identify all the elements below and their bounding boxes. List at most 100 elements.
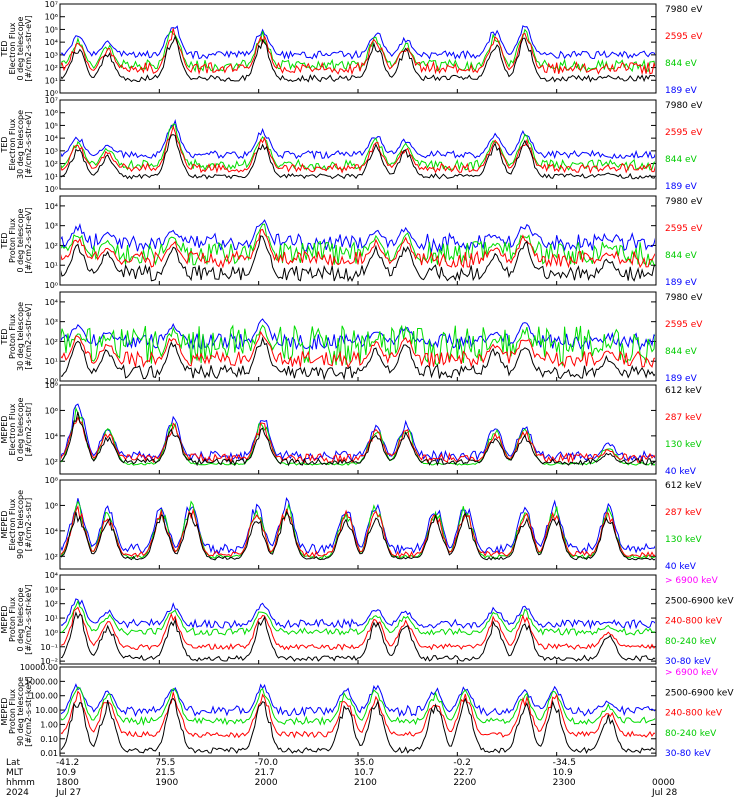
y-axis-label-line: 0 deg telescope — [16, 587, 25, 651]
y-tick-label: 10⁴ — [45, 571, 58, 580]
y-axis-label-line: [#/cm2-s-str-eV] — [24, 207, 33, 273]
y-tick-label: 10⁴ — [45, 298, 58, 307]
series-trace-black — [61, 34, 655, 83]
chart-panel-4: 10⁰ 10¹ 10² 10³ 10⁴ TED Proton Flux 30 deg tele… — [0, 291, 703, 386]
chart-panel-1: 10⁰ 10¹ 10² 10³ 10⁴ 10⁵ 10⁶ 10⁷ TED Electron Flux… — [0, 0, 703, 98]
series-trace-red — [61, 124, 655, 174]
legend-label-2: 844 eV — [665, 347, 698, 357]
y-axis-label-line: Electron Flux — [8, 403, 17, 455]
y-tick-label: 10⁶ — [45, 13, 58, 22]
x-tick-hhmm: 2200 — [453, 778, 476, 788]
series-trace-blue — [61, 318, 655, 351]
y-axis-label-line: 0 deg telescope — [16, 16, 25, 80]
y-axis-label-line: Proton Flux — [8, 597, 17, 642]
y-axis-label-line: 30 deg telescope — [16, 302, 25, 371]
chart-panel-6: 10² 10⁴ 10⁶ 10⁸ MEPED Electron Flux 90 deg tel… — [0, 476, 702, 572]
x-row-label: hhmm — [6, 778, 35, 788]
y-axis-label-line: [#/cm2-s-str-keV] — [24, 584, 33, 655]
legend-label-1: 2500-6900 keV — [665, 596, 734, 606]
chart-panel-7: 10⁻² 10⁻¹ 10⁰ 10¹ 10² 10³ 10⁴ MEPED Proton Flux 0… — [0, 571, 734, 667]
series-trace-blue — [61, 119, 655, 160]
legend-label-3: 189 eV — [665, 182, 698, 192]
y-tick-label: 0.01 — [40, 749, 58, 758]
y-tick-label: 10³ — [45, 585, 58, 594]
x-tick-mlt: 21.5 — [155, 768, 175, 778]
legend-label-0: 612 keV — [665, 386, 702, 396]
x-tick-mlt: 21.7 — [255, 768, 275, 778]
chart-panel-5: 10² 10⁴ 10⁶ 10⁸ MEPED Electron Flux 0 deg tele… — [0, 381, 702, 477]
y-tick-label: 10⁷ — [45, 96, 58, 105]
y-tick-label: 10¹ — [45, 357, 58, 366]
series-trace-red — [61, 606, 655, 651]
y-tick-label: 10⁰ — [45, 628, 58, 637]
chart-panel-3: 10⁰ 10¹ 10² 10³ 10⁴ TED Proton Flux 0 deg teles… — [0, 195, 703, 290]
x-tick-hhmm: 0000 — [652, 778, 675, 788]
series-trace-black — [61, 611, 655, 662]
legend-label-2: 844 eV — [665, 59, 698, 69]
chart-panel-8: 0.01 0.10 1.00 10.00 100.00 1000.00 10000.00 ME… — [0, 663, 734, 759]
series-trace-green — [61, 123, 655, 172]
y-tick-label: 10000.00 — [20, 663, 58, 672]
x-tick-mlt: 10.7 — [354, 768, 374, 778]
y-tick-label: 100.00 — [30, 692, 58, 701]
legend-label-1: 2595 eV — [665, 320, 703, 330]
series-trace-red — [61, 504, 655, 559]
y-axis-label-line: 90 deg telescope — [16, 677, 25, 746]
series-trace-green — [61, 599, 655, 637]
legend-label-3: 80-240 keV — [665, 729, 717, 739]
y-axis-label-line: Electron Flux — [8, 498, 17, 550]
y-axis-label: MEPED Proton Flux 0 deg telescope [#/cm2-s-… — [0, 584, 33, 655]
series-trace-red — [61, 690, 655, 739]
legend-label-2: 240-800 keV — [665, 709, 723, 719]
legend-label-1: 2595 eV — [665, 224, 703, 234]
y-tick-label: 10⁸ — [45, 476, 58, 485]
legend-label-2: 844 eV — [665, 155, 698, 165]
legend-label-1: 2500-6900 keV — [665, 688, 734, 698]
y-tick-label: 10⁷ — [45, 0, 58, 9]
y-tick-label: 10⁴ — [45, 134, 58, 143]
x-tick-lat: -41.2 — [56, 758, 79, 768]
y-tick-label: 10³ — [45, 318, 58, 327]
y-tick-label: 10² — [45, 64, 58, 73]
y-axis-label: MEPED Electron Flux 90 deg telescope [#/cm2… — [0, 490, 33, 559]
y-axis-label-line: [#/cm2-s-str-keV] — [24, 676, 33, 747]
series-trace-blue — [61, 219, 655, 254]
y-tick-label: 10⁶ — [45, 109, 58, 118]
y-tick-label: 10⁵ — [45, 25, 58, 34]
y-tick-label: 10⁴ — [45, 432, 58, 441]
y-tick-label: 10¹ — [45, 172, 58, 181]
y-tick-label: 10² — [45, 552, 58, 561]
legend-label-4: 30-80 keV — [665, 657, 711, 667]
series-trace-black — [61, 697, 655, 754]
series-trace-black — [61, 134, 655, 180]
x-tick-hhmm: 2100 — [354, 778, 377, 788]
legend-label-1: 2595 eV — [665, 32, 703, 42]
x-row-label: Lat — [6, 758, 21, 768]
y-axis-label: TED Proton Flux 30 deg telescope [#/cm2-s-s… — [0, 302, 33, 371]
x-tick-lat: -70.0 — [255, 758, 279, 768]
legend-label-0: 612 keV — [665, 481, 702, 491]
y-axis-label-line: [#/cm2-s-str-eV] — [24, 15, 33, 81]
y-tick-label: 10⁴ — [45, 527, 58, 536]
y-tick-label: 10² — [45, 160, 58, 169]
legend-label-2: 130 keV — [665, 535, 702, 545]
legend-label-2: 240-800 keV — [665, 617, 723, 627]
y-axis-label-line: Proton Flux — [8, 218, 17, 263]
y-tick-label: 10⁴ — [45, 38, 58, 47]
series-trace-black — [61, 235, 655, 283]
y-tick-label: 10⁵ — [45, 121, 58, 130]
y-tick-label: 10⁰ — [45, 281, 58, 290]
chart-panels: 10⁰ 10¹ 10² 10³ 10⁴ 10⁵ 10⁶ 10⁷ TED Electron Flux… — [0, 0, 734, 759]
y-axis-label: MEPED Electron Flux 0 deg telescope [#/cm2-… — [0, 397, 33, 461]
y-axis-label-line: TED — [0, 40, 9, 57]
legend-label-0: > 6900 keV — [665, 576, 719, 586]
y-tick-label: 10⁰ — [45, 377, 58, 386]
series-trace-red — [61, 416, 655, 464]
x-tick-lat: -0.2 — [453, 758, 471, 768]
plot-frame — [59, 479, 657, 570]
x-tick-date: Jul 28 — [651, 788, 677, 798]
y-tick-label: 10⁸ — [45, 381, 58, 390]
legend-label-0: > 6900 keV — [665, 668, 719, 678]
